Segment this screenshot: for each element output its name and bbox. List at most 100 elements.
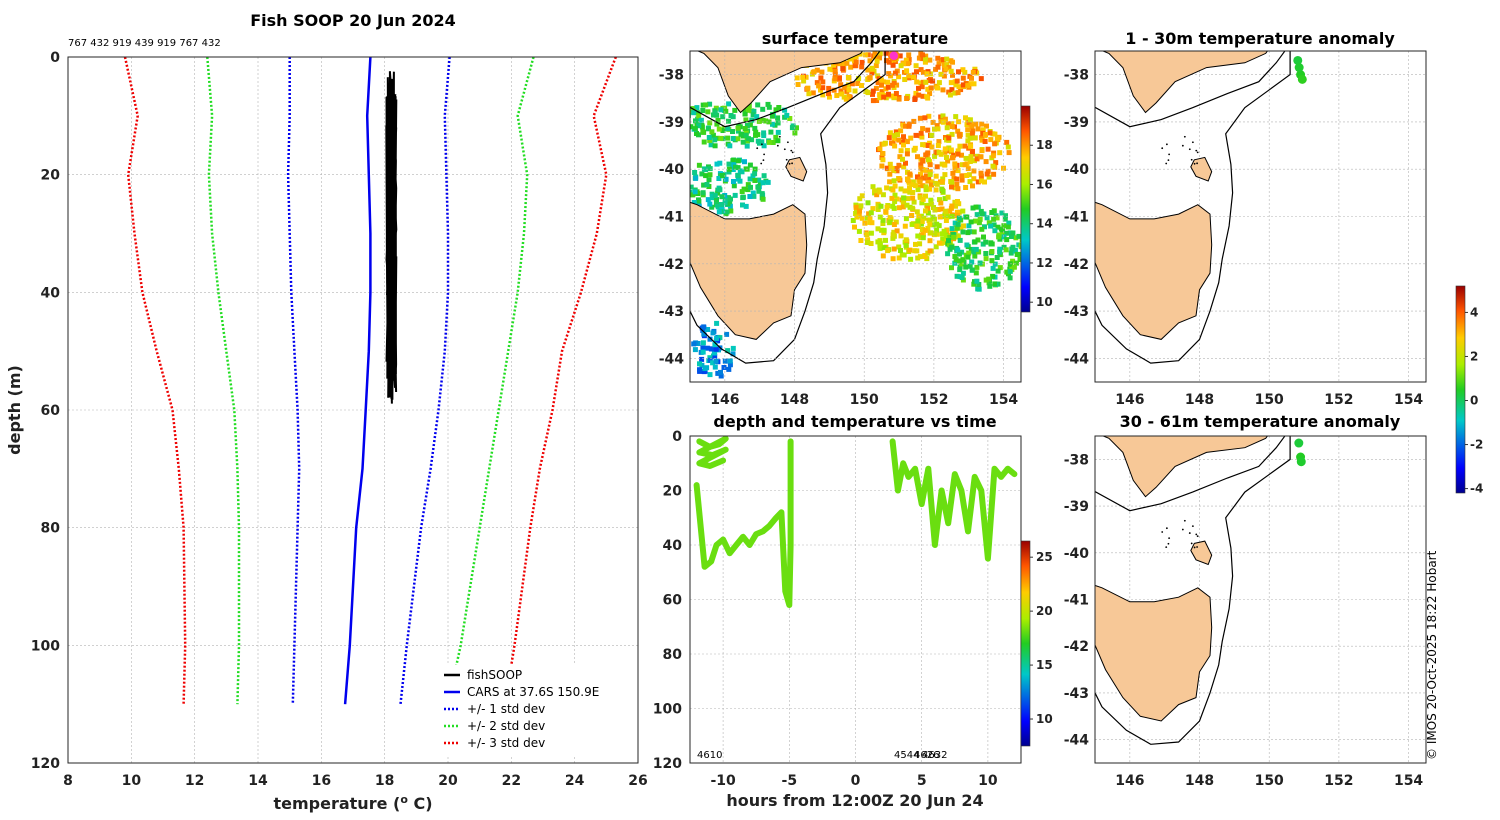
- anom1-y-tick: -42: [1064, 257, 1089, 273]
- sst-pixel: [903, 123, 908, 129]
- sst-pixel: [1010, 258, 1016, 264]
- sst-grid: [690, 51, 1021, 382]
- sst-pixel: [714, 121, 720, 127]
- sst-pixel: [714, 336, 720, 341]
- sst-pixel: [929, 144, 935, 150]
- sst-pixel: [904, 139, 910, 145]
- sst-pixel: [970, 183, 975, 189]
- anom1-islet: [1190, 158, 1193, 161]
- sst-pixel: [954, 176, 960, 182]
- sst-islet: [756, 147, 759, 150]
- sst-pixel: [970, 148, 975, 154]
- sst-pixel: [965, 138, 971, 144]
- sst-pixel: [887, 171, 893, 177]
- sst-pixel: [730, 136, 736, 141]
- sst-mainland: [696, 51, 864, 114]
- sst-pixel: [917, 115, 923, 121]
- sst-pixel: [697, 367, 702, 373]
- sst-pixel: [853, 204, 859, 210]
- anomaly-colorbar-tick: -2: [1470, 438, 1483, 452]
- sst-pixel: [923, 79, 929, 85]
- sst-pixel: [846, 94, 852, 99]
- sst-pixel: [889, 195, 895, 201]
- anom1-panel: 1 - 30m temperature anomaly 146 148 150 152…: [1057, 29, 1427, 408]
- sst-pixel: [983, 256, 989, 262]
- sst-pixel: [966, 120, 972, 126]
- sst-pixel: [877, 146, 883, 152]
- depthtime-colorbar: [1020, 540, 1031, 747]
- anom1-x-tick: 146: [1115, 392, 1144, 408]
- sst-pixel: [956, 131, 962, 137]
- sst-islet: [778, 135, 781, 138]
- credit: © IMOS 20-Oct-2025 18:22 Hobart: [1425, 550, 1439, 760]
- sst-pixel: [1003, 213, 1008, 219]
- sst-pixel: [1000, 228, 1006, 234]
- sst-pixel: [847, 56, 853, 62]
- sst-pixel: [726, 161, 732, 167]
- profile-x-label: temperature (o C): [273, 793, 432, 813]
- sst-pixel: [892, 143, 898, 149]
- sst-pixel: [903, 216, 909, 222]
- sst-pixel: [960, 229, 966, 235]
- sst-pixel: [915, 187, 921, 193]
- sst-pixel: [865, 90, 871, 96]
- sst-pixel: [957, 264, 963, 270]
- sst-pixel: [948, 147, 954, 153]
- sst-pixel: [904, 68, 910, 74]
- sst-pixel: [935, 55, 941, 61]
- sst-x-tick: 146: [710, 392, 739, 408]
- sst-pixel: [718, 135, 724, 141]
- sst-pixel: [957, 274, 963, 280]
- anom1-anomaly-point: [1293, 55, 1303, 65]
- sst-pixel: [898, 186, 904, 192]
- sst-pixel: [910, 179, 916, 185]
- sst-pixel: [881, 141, 887, 147]
- sst-pixel: [957, 267, 963, 273]
- sst-pixel: [945, 251, 951, 257]
- sst-pixel: [718, 369, 723, 375]
- sst-pixel: [887, 161, 893, 167]
- sst-pixel: [966, 223, 972, 229]
- sst-pixel: [938, 71, 944, 77]
- sst-pixel: [932, 207, 938, 213]
- anom2-islet: [1195, 533, 1198, 536]
- anom1-king-island: [1057, 150, 1064, 174]
- sst-pixel: [894, 228, 900, 234]
- sst-pixel: [700, 108, 706, 113]
- sst-pixel: [934, 227, 940, 233]
- anom1-y-tick: -38: [1064, 68, 1089, 84]
- anomaly-colorbar-tick: -4: [1470, 482, 1483, 496]
- sst-pixel: [960, 162, 965, 168]
- depthtime-x-tick: -5: [782, 773, 798, 789]
- sst-pixel: [701, 369, 707, 375]
- sst-pixel: [853, 211, 859, 216]
- sst-pixel: [746, 107, 752, 112]
- sst-pixel: [832, 71, 838, 77]
- sst-pixel: [927, 172, 933, 177]
- sst-pixel: [987, 130, 993, 136]
- sst-pixel: [1009, 234, 1014, 239]
- sst-pixel: [705, 327, 711, 332]
- sst-pixel: [921, 175, 927, 181]
- sst-pixel: [953, 82, 959, 88]
- sst-pixel: [928, 230, 934, 236]
- sst-pixel: [944, 125, 950, 131]
- anom1-y-tick: -41: [1064, 210, 1089, 226]
- sst-pixel: [918, 162, 924, 168]
- sst-pixel: [714, 112, 720, 118]
- sst-pixel: [742, 111, 748, 117]
- sst-pixel: [911, 118, 917, 124]
- sst-pixel: [902, 138, 908, 144]
- sst-pixel: [875, 73, 881, 79]
- sst-pixel: [805, 85, 810, 91]
- sst-pixel: [992, 281, 998, 287]
- sst-pixel: [894, 166, 900, 171]
- sst-pixel: [897, 154, 903, 160]
- sst-pixel: [971, 176, 977, 182]
- sst-pixel: [691, 200, 697, 205]
- sst-pixel: [885, 248, 891, 254]
- sst-pixel: [880, 192, 886, 198]
- anom2-islet: [1161, 531, 1164, 533]
- sst-pixel: [731, 183, 737, 189]
- sst-pixel: [979, 226, 985, 232]
